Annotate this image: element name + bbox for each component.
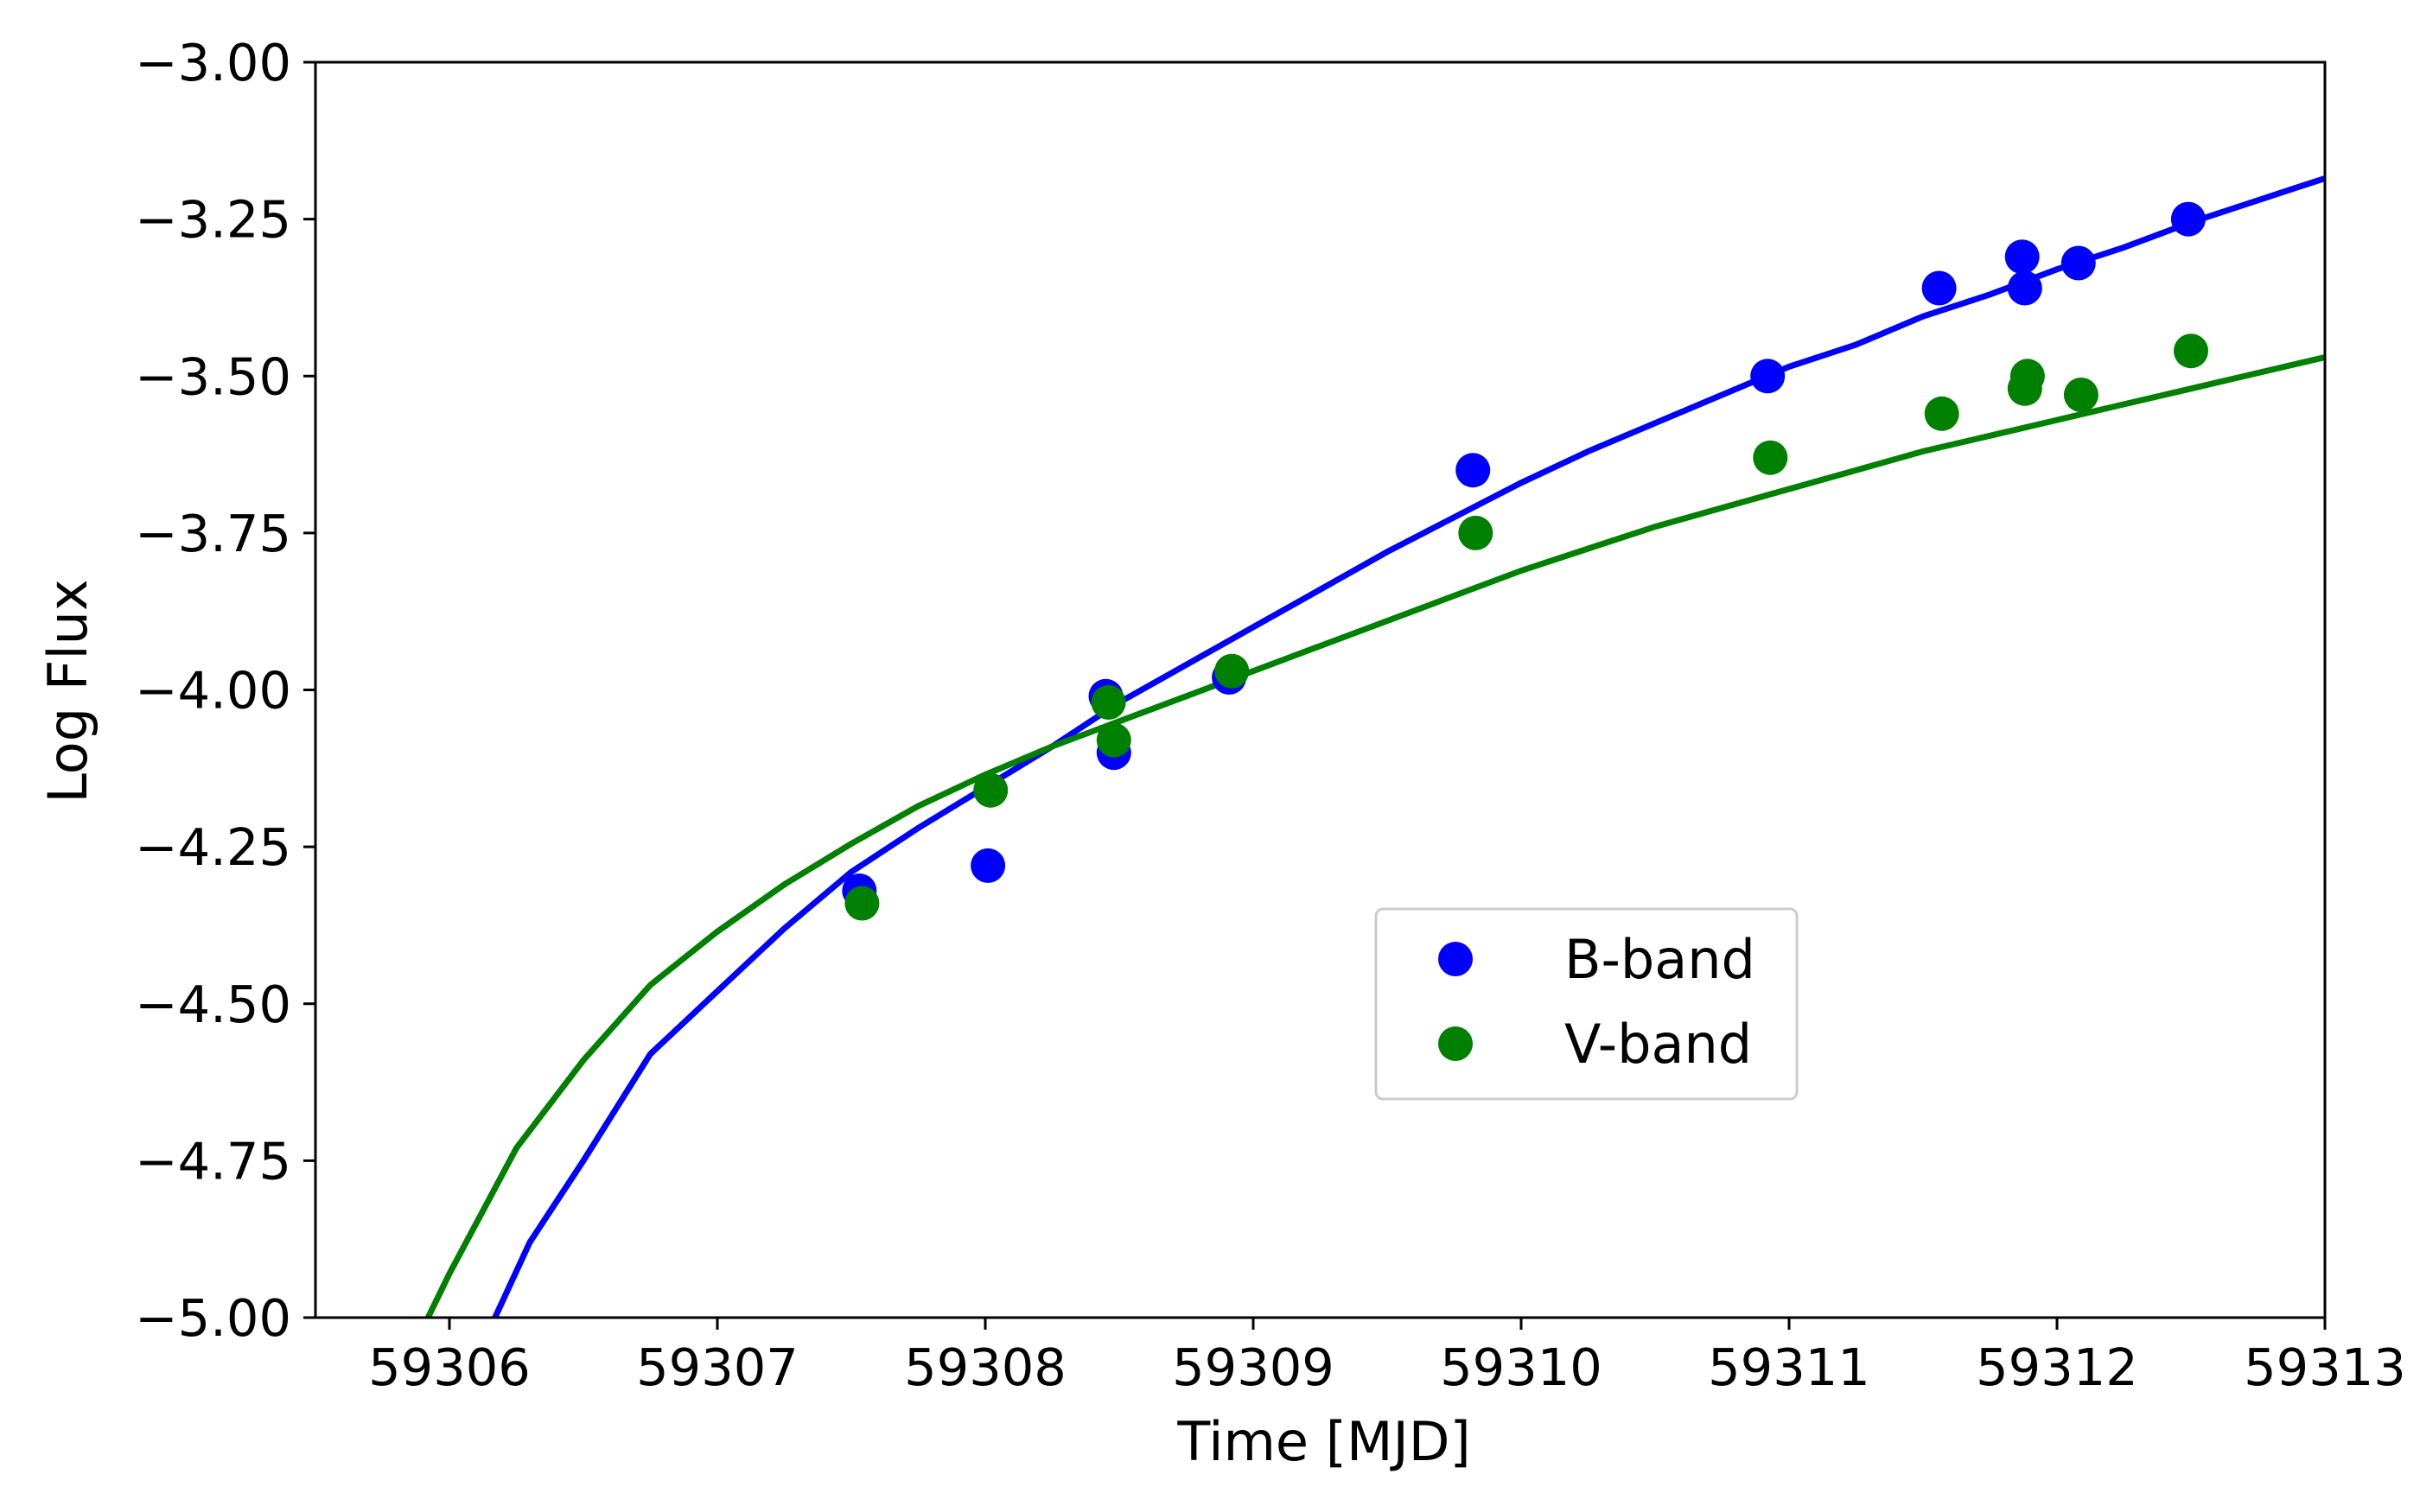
x-axis-label: Time [MJD] (1176, 1410, 1470, 1473)
data-point-v-band (1458, 515, 1493, 550)
data-point-v-band (1096, 722, 1131, 758)
data-point-v-band (973, 772, 1009, 808)
x-tick-label: 59306 (368, 1337, 531, 1397)
data-point-v-band (1753, 440, 1788, 475)
x-tick-label: 59310 (1440, 1337, 1602, 1397)
y-tick-label: −3.25 (135, 190, 291, 250)
y-tick-label: −4.75 (135, 1131, 291, 1191)
y-tick-label: −3.50 (135, 346, 291, 406)
x-tick-label: 59311 (1708, 1337, 1870, 1397)
y-tick-label: −3.00 (135, 33, 291, 92)
x-tick-label: 59309 (1172, 1337, 1334, 1397)
y-tick-label: −4.50 (135, 975, 291, 1034)
data-point-b-band (2007, 270, 2042, 306)
y-tick-label: −3.75 (135, 504, 291, 563)
legend-marker-b-band (1438, 942, 1473, 976)
y-axis-label: Log Flux (36, 579, 99, 803)
plot-area (425, 175, 2325, 1318)
data-point-b-band (971, 848, 1006, 883)
y-tick-label: −5.00 (135, 1288, 291, 1348)
data-point-v-band (2174, 334, 2208, 369)
data-point-v-band (1924, 396, 1959, 431)
fit-curve-v-band (425, 354, 2325, 1318)
y-tick-label: −4.00 (135, 661, 291, 721)
x-tick-label: 59308 (904, 1337, 1067, 1397)
data-point-b-band (2170, 201, 2206, 237)
data-point-b-band (1455, 453, 1491, 488)
data-point-b-band (2004, 239, 2040, 275)
data-point-v-band (2063, 378, 2098, 412)
data-point-v-band (2009, 359, 2045, 394)
x-tick-label: 59313 (2244, 1337, 2406, 1397)
x-tick-label: 59312 (1976, 1337, 2138, 1397)
data-point-b-band (2060, 245, 2096, 281)
data-point-v-band (844, 886, 880, 921)
axes: 59306 59307 59308 59309 59310 59311 59312 59313… (135, 33, 2406, 1397)
legend-label-b-band: B-band (1564, 928, 1755, 991)
data-point-v-band (1091, 685, 1126, 720)
data-point-v-band (1214, 653, 1250, 689)
data-point-b-band (1921, 270, 1957, 306)
y-tick-label: −4.25 (135, 817, 291, 877)
data-point-b-band (1750, 359, 1786, 394)
x-tick-label: 59307 (636, 1337, 799, 1397)
legend-label-v-band: V-band (1564, 1013, 1752, 1076)
legend-marker-v-band (1438, 1026, 1473, 1061)
legend-frame (1374, 907, 1799, 1101)
legend: B-band V-band (1374, 907, 1799, 1101)
